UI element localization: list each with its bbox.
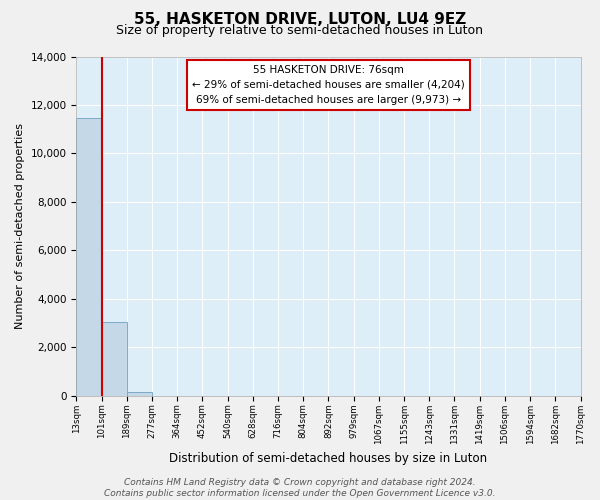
Bar xyxy=(101,322,127,396)
Text: 55 HASKETON DRIVE: 76sqm
← 29% of semi-detached houses are smaller (4,204)
69% o: 55 HASKETON DRIVE: 76sqm ← 29% of semi-d… xyxy=(192,65,465,104)
Bar xyxy=(127,392,152,396)
Text: 55, HASKETON DRIVE, LUTON, LU4 9EZ: 55, HASKETON DRIVE, LUTON, LU4 9EZ xyxy=(134,12,466,28)
Bar xyxy=(76,118,101,396)
Text: Size of property relative to semi-detached houses in Luton: Size of property relative to semi-detach… xyxy=(116,24,484,37)
Y-axis label: Number of semi-detached properties: Number of semi-detached properties xyxy=(15,123,25,329)
X-axis label: Distribution of semi-detached houses by size in Luton: Distribution of semi-detached houses by … xyxy=(169,452,488,465)
Text: Contains HM Land Registry data © Crown copyright and database right 2024.
Contai: Contains HM Land Registry data © Crown c… xyxy=(104,478,496,498)
